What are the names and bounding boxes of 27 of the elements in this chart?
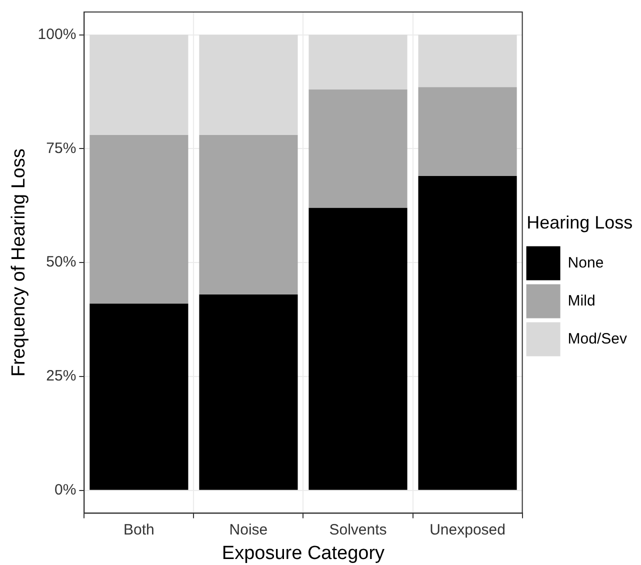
- bar: [90, 135, 188, 304]
- bar: [90, 34, 188, 136]
- bar: [90, 304, 188, 490]
- y-tick-label: 75%: [46, 140, 76, 157]
- legend-label: Mild: [568, 292, 596, 310]
- bar: [199, 34, 298, 136]
- bar: [308, 208, 408, 490]
- x-axis-title: Exposure Category: [222, 542, 386, 564]
- legend-label: None: [568, 254, 604, 272]
- legend-label: Mod/Sev: [568, 330, 628, 348]
- x-tick-label: Both: [124, 521, 154, 538]
- y-tick-label: 100%: [38, 26, 76, 43]
- y-tick-label: 0%: [54, 482, 76, 499]
- bar: [418, 87, 517, 176]
- bar: [199, 294, 298, 490]
- bar: [418, 176, 517, 490]
- x-tick-label: Unexposed: [430, 521, 506, 538]
- legend-title: Hearing Loss: [526, 212, 633, 233]
- y-tick-label: 25%: [46, 368, 76, 385]
- bar: [308, 89, 408, 208]
- bar: [199, 135, 298, 294]
- y-tick-label: 50%: [46, 254, 76, 271]
- y-axis-title: Frequency of Hearing Loss: [8, 148, 30, 377]
- bar: [418, 34, 517, 88]
- x-tick-label: Noise: [229, 521, 268, 538]
- x-tick-label: Solvents: [329, 521, 387, 538]
- bar: [308, 34, 408, 90]
